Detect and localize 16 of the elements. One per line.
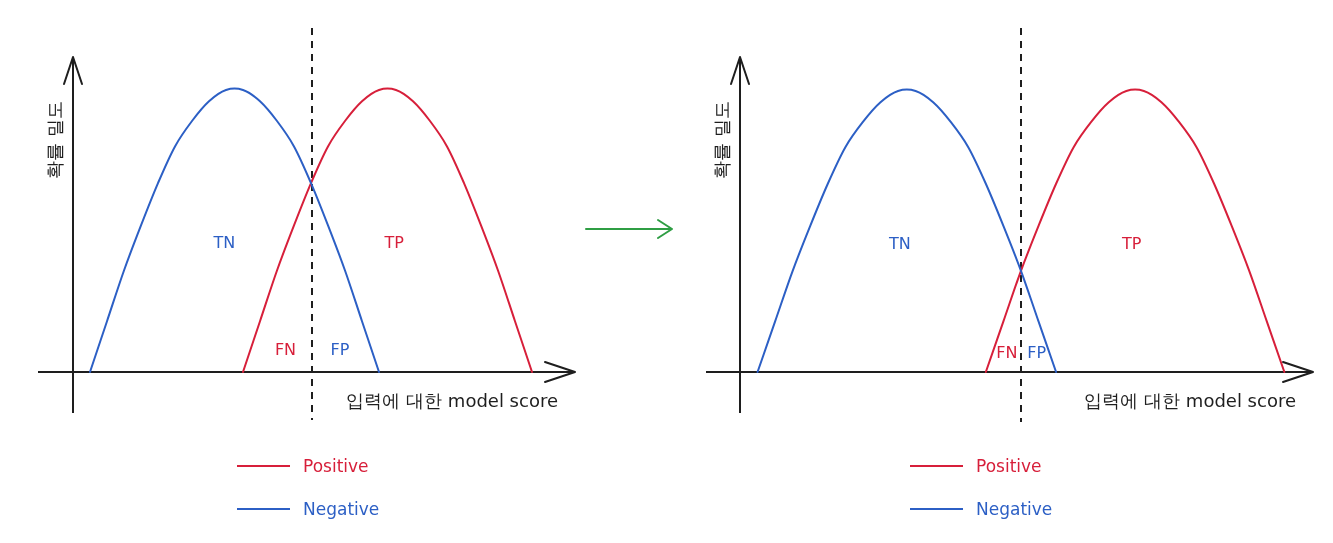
legend-label: Negative xyxy=(303,499,380,519)
annotation: TN xyxy=(212,233,236,253)
annotation: FP xyxy=(330,340,350,360)
legend-label: Positive xyxy=(976,456,1042,476)
annotation: TP xyxy=(1120,233,1142,253)
legend-label: Positive xyxy=(303,456,369,476)
legend-label: Negative xyxy=(976,499,1053,519)
annotation: TP xyxy=(383,233,405,253)
annotation: FN xyxy=(274,340,297,360)
annotation: FN xyxy=(996,343,1018,363)
x-axis-title: 입력에 대한 model score xyxy=(1084,390,1296,411)
annotation: TN xyxy=(887,233,911,253)
y-axis-title: 확률 밀도 xyxy=(711,101,732,179)
annotation: FP xyxy=(1027,343,1047,363)
x-axis-title: 입력에 대한 model score xyxy=(346,390,558,411)
y-axis-title: 확률 밀도 xyxy=(44,101,65,179)
